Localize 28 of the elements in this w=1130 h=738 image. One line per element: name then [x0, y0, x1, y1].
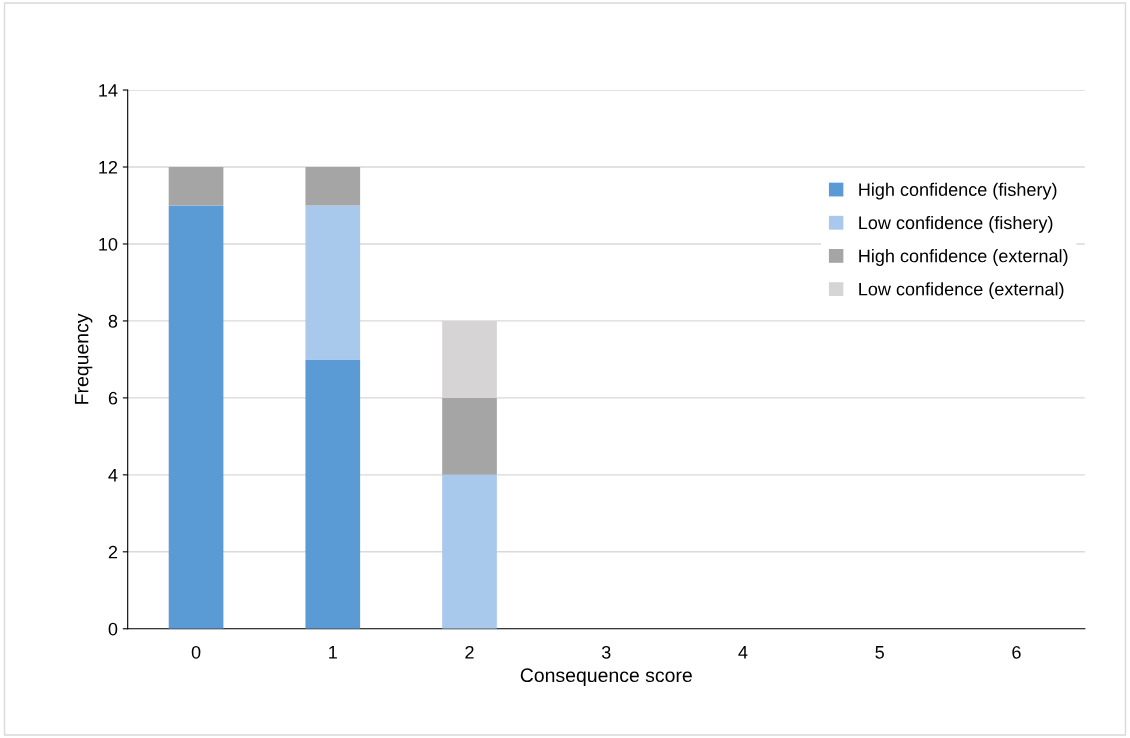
- y-tick-label: 0: [108, 622, 118, 636]
- y-tick-label: 8: [108, 314, 118, 328]
- x-tick-label: 5: [875, 646, 884, 659]
- x-tick-label: 0: [191, 645, 201, 659]
- legend-label: Low confidence (fishery): [859, 215, 1053, 233]
- x-tick-label: 4: [738, 646, 748, 659]
- y-tick-label: 12: [99, 160, 118, 174]
- bar: [168, 167, 224, 206]
- legend-label: High confidence (fishery): [859, 182, 1057, 200]
- legend-label: High confidence (external): [859, 249, 1068, 266]
- x-tick-label: 1: [329, 646, 337, 659]
- bar: [442, 397, 497, 475]
- bar: [305, 359, 361, 629]
- y-tick-label: 10: [99, 237, 118, 251]
- bar: [442, 474, 497, 629]
- y-tick-label: 2: [108, 545, 118, 559]
- y-tick-label: 4: [108, 468, 118, 482]
- x-tick-label: 2: [465, 645, 474, 659]
- x-axis-title: Consequence score: [520, 668, 692, 686]
- x-tick-label: 3: [601, 645, 611, 659]
- bar: [305, 205, 361, 360]
- y-tick-label: 6: [108, 391, 118, 405]
- y-axis-title: Frequency: [74, 313, 93, 404]
- bar: [168, 205, 224, 629]
- bar: [305, 167, 361, 206]
- legend-label: Low confidence (external): [859, 282, 1064, 300]
- y-tick-label: 14: [99, 84, 118, 97]
- x-tick-label: 6: [1012, 645, 1021, 659]
